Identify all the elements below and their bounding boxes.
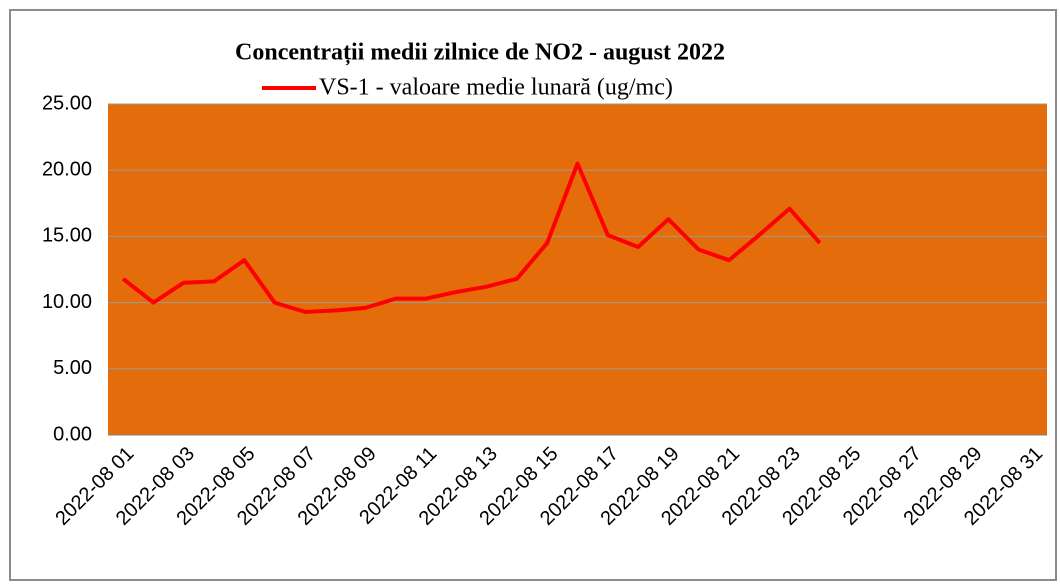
y-tick-label: 5.00 [53, 357, 92, 379]
y-tick-label: 20.00 [42, 158, 92, 180]
plot-area [108, 104, 1047, 435]
y-tick-label: 15.00 [42, 225, 92, 247]
y-tick-label: 10.00 [42, 291, 92, 313]
chart-title: Concentrații medii zilnice de NO2 - augu… [235, 40, 725, 66]
data-line [121, 161, 822, 314]
legend-label: VS-1 - valoare medie lunară (ug/mc) [319, 75, 673, 101]
y-tick-label: 25.00 [42, 92, 92, 114]
y-tick-label: 0.00 [53, 423, 92, 445]
